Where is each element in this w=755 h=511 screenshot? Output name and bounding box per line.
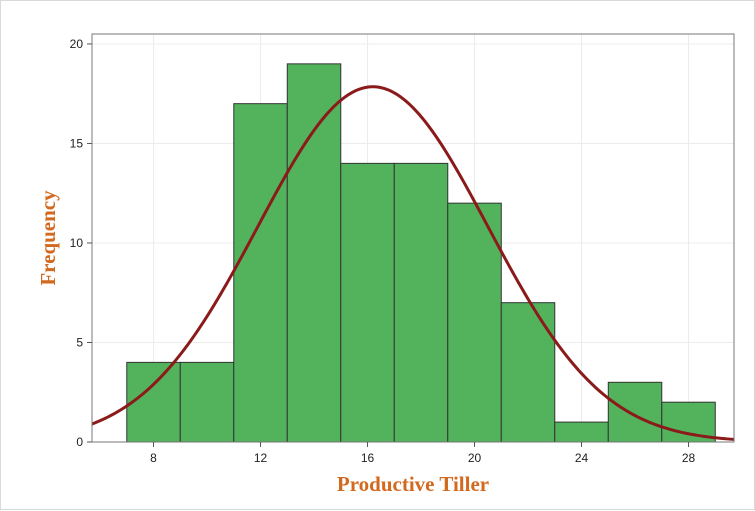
normal-fit-curve	[91, 85, 735, 441]
plot-border	[91, 33, 735, 443]
histogram-bar	[286, 63, 342, 443]
x-tick-label: 12	[254, 451, 268, 465]
bars	[126, 63, 716, 443]
histogram-bar	[447, 202, 502, 443]
x-tick-label: 24	[575, 451, 589, 465]
histogram-bar	[554, 421, 609, 443]
histogram-bar	[393, 162, 449, 443]
x-tick-label: 28	[682, 451, 696, 465]
histogram-bar	[126, 361, 181, 443]
histogram-bar	[607, 381, 663, 443]
y-tick-label: 0	[76, 435, 83, 449]
y-axis-ticks: 0 5 10 15 20	[70, 37, 92, 449]
y-axis-title: Frequency	[36, 190, 60, 286]
y-tick-label: 15	[70, 136, 84, 150]
x-axis-ticks: 8 12 16 20 24 28	[150, 442, 696, 465]
x-tick-label: 8	[150, 451, 157, 465]
histogram-bar	[233, 103, 288, 443]
histogram-bar	[500, 302, 556, 443]
x-axis-title: Productive Tiller	[337, 472, 489, 496]
histogram-bar	[179, 361, 235, 443]
y-tick-label: 20	[70, 37, 84, 51]
histogram-bar	[340, 162, 395, 443]
x-tick-label: 20	[468, 451, 482, 465]
y-tick-label: 5	[76, 335, 83, 349]
x-tick-label: 16	[361, 451, 375, 465]
y-tick-label: 10	[70, 236, 84, 250]
